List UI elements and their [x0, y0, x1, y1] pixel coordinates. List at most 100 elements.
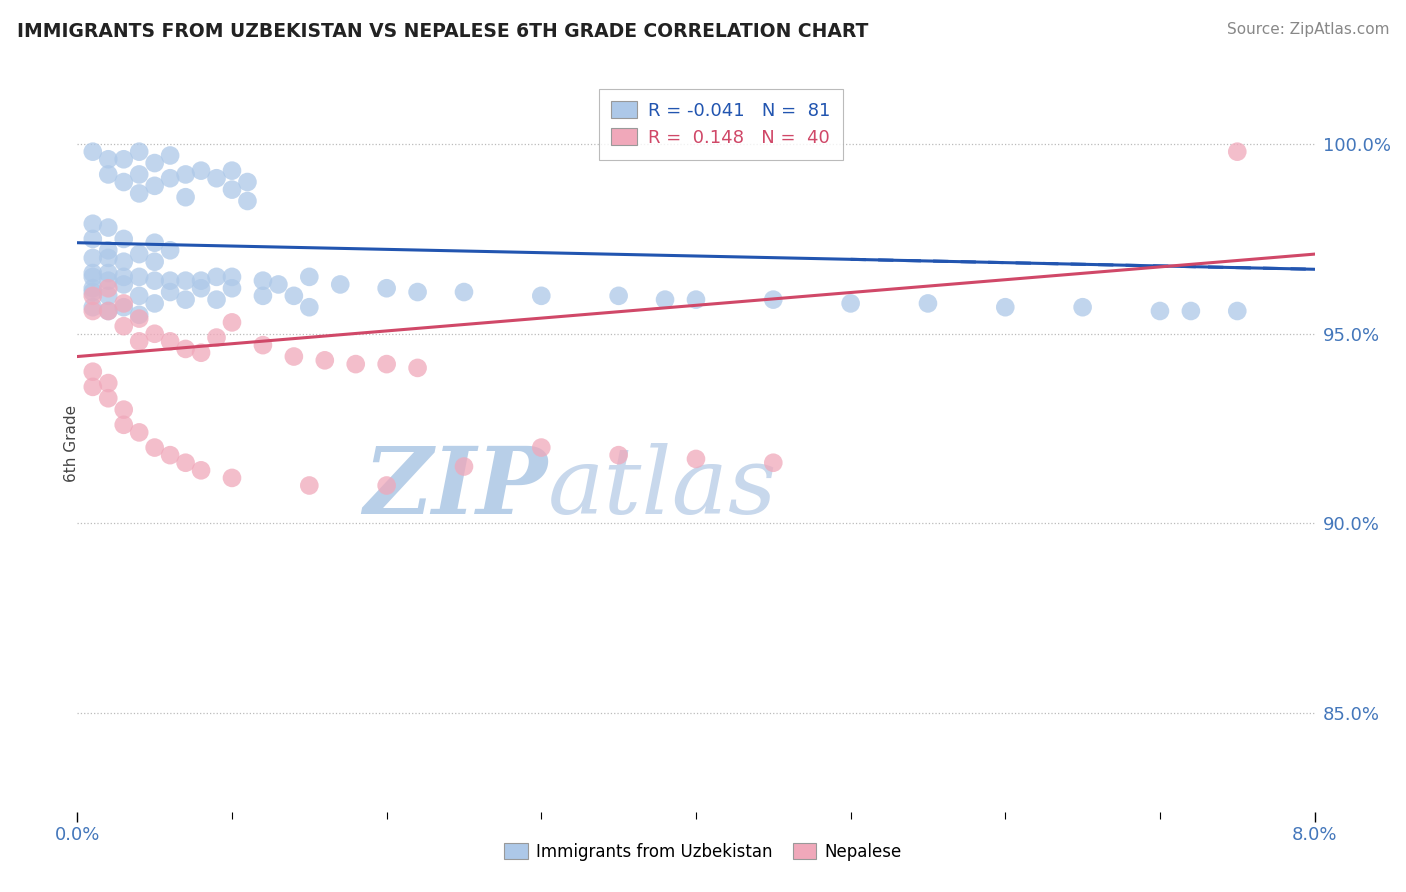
- Point: [917, 296, 939, 310]
- Point: [298, 269, 321, 284]
- Point: [344, 357, 367, 371]
- Legend: Immigrants from Uzbekistan, Nepalese: Immigrants from Uzbekistan, Nepalese: [498, 837, 908, 868]
- Point: [375, 281, 398, 295]
- Point: [607, 289, 630, 303]
- Point: [82, 266, 104, 280]
- Point: [1149, 304, 1171, 318]
- Y-axis label: 6th Grade: 6th Grade: [65, 405, 79, 483]
- Point: [97, 289, 120, 303]
- Point: [530, 289, 553, 303]
- Point: [236, 175, 259, 189]
- Point: [97, 153, 120, 167]
- Point: [82, 285, 104, 299]
- Point: [128, 311, 150, 326]
- Point: [530, 441, 553, 455]
- Point: [112, 402, 135, 417]
- Point: [97, 376, 120, 390]
- Point: [283, 289, 305, 303]
- Point: [221, 183, 243, 197]
- Point: [252, 338, 274, 352]
- Point: [128, 145, 150, 159]
- Point: [97, 304, 120, 318]
- Point: [82, 304, 104, 318]
- Text: Source: ZipAtlas.com: Source: ZipAtlas.com: [1226, 22, 1389, 37]
- Point: [159, 244, 181, 258]
- Point: [221, 471, 243, 485]
- Legend: R = -0.041   N =  81, R =  0.148   N =  40: R = -0.041 N = 81, R = 0.148 N = 40: [599, 88, 842, 160]
- Point: [298, 478, 321, 492]
- Point: [174, 293, 197, 307]
- Point: [1071, 300, 1094, 314]
- Point: [112, 269, 135, 284]
- Point: [97, 281, 120, 295]
- Point: [159, 274, 181, 288]
- Point: [143, 326, 166, 341]
- Point: [174, 274, 197, 288]
- Point: [267, 277, 290, 292]
- Point: [112, 153, 135, 167]
- Point: [159, 334, 181, 349]
- Point: [252, 289, 274, 303]
- Point: [205, 330, 228, 344]
- Point: [82, 217, 104, 231]
- Point: [143, 274, 166, 288]
- Point: [82, 145, 104, 159]
- Point: [174, 190, 197, 204]
- Text: IMMIGRANTS FROM UZBEKISTAN VS NEPALESE 6TH GRADE CORRELATION CHART: IMMIGRANTS FROM UZBEKISTAN VS NEPALESE 6…: [17, 22, 869, 41]
- Text: ZIP: ZIP: [363, 443, 547, 533]
- Point: [128, 334, 150, 349]
- Point: [143, 254, 166, 268]
- Point: [112, 175, 135, 189]
- Point: [174, 342, 197, 356]
- Point: [329, 277, 352, 292]
- Point: [1226, 145, 1249, 159]
- Point: [190, 274, 212, 288]
- Point: [128, 425, 150, 440]
- Point: [128, 168, 150, 182]
- Point: [190, 345, 212, 359]
- Point: [112, 417, 135, 432]
- Point: [143, 156, 166, 170]
- Point: [221, 315, 243, 329]
- Point: [143, 441, 166, 455]
- Point: [82, 232, 104, 246]
- Point: [236, 194, 259, 208]
- Point: [112, 232, 135, 246]
- Point: [654, 293, 676, 307]
- Point: [375, 357, 398, 371]
- Point: [82, 365, 104, 379]
- Point: [205, 269, 228, 284]
- Point: [97, 304, 120, 318]
- Point: [97, 274, 120, 288]
- Point: [97, 168, 120, 182]
- Point: [762, 456, 785, 470]
- Point: [685, 452, 707, 467]
- Point: [453, 459, 475, 474]
- Point: [97, 220, 120, 235]
- Point: [112, 300, 135, 314]
- Point: [205, 293, 228, 307]
- Point: [159, 171, 181, 186]
- Point: [128, 308, 150, 322]
- Point: [143, 178, 166, 193]
- Point: [128, 289, 150, 303]
- Point: [82, 269, 104, 284]
- Point: [205, 171, 228, 186]
- Point: [82, 300, 104, 314]
- Point: [607, 448, 630, 462]
- Point: [406, 285, 429, 299]
- Point: [762, 293, 785, 307]
- Point: [1226, 304, 1249, 318]
- Point: [453, 285, 475, 299]
- Point: [190, 463, 212, 477]
- Point: [112, 296, 135, 310]
- Point: [128, 247, 150, 261]
- Point: [112, 319, 135, 334]
- Point: [82, 380, 104, 394]
- Point: [406, 360, 429, 375]
- Point: [174, 168, 197, 182]
- Point: [174, 456, 197, 470]
- Point: [314, 353, 336, 368]
- Point: [82, 251, 104, 265]
- Point: [221, 281, 243, 295]
